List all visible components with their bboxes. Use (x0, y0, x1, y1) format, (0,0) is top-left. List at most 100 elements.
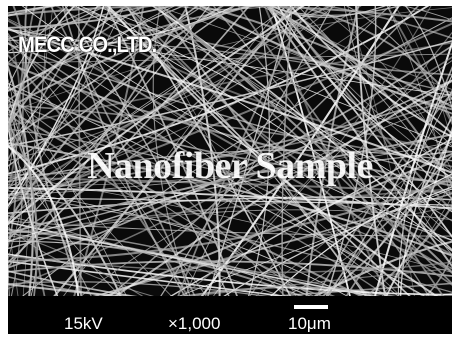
nanofiber-strand (8, 6, 176, 146)
nanofiber-strand (8, 121, 59, 296)
nanofiber-strand (213, 60, 452, 296)
nanofiber-strand (8, 6, 288, 189)
nanofiber-strand (8, 6, 109, 64)
nanofiber-strand (195, 6, 452, 108)
nanofiber-strand (277, 6, 452, 179)
nanofiber-strand (160, 6, 452, 275)
accelerating-voltage: 15kV (64, 314, 103, 333)
nanofiber-strand (8, 221, 376, 296)
nanofiber-strand (8, 42, 452, 269)
nanofiber-strand (355, 6, 387, 296)
nanofiber-strand (55, 6, 452, 153)
nanofiber-strand (114, 79, 452, 296)
nanofiber-strand (294, 6, 452, 101)
nanofiber-strand (198, 6, 452, 111)
nanofiber-strand (365, 204, 452, 296)
nanofiber-strand (8, 116, 17, 250)
nanofiber-strand (8, 151, 452, 243)
nanofiber-strand (178, 188, 452, 296)
nanofiber-strand (8, 193, 452, 293)
nanofiber-strand (289, 6, 452, 138)
nanofiber-strand (8, 281, 270, 296)
nanofiber-strand (385, 126, 452, 296)
nanofiber-strand (8, 6, 25, 133)
nanofiber-strand (212, 6, 430, 296)
nanofiber-strand (223, 186, 452, 296)
scale-bar (294, 305, 328, 309)
nanofiber-strand (8, 6, 255, 109)
nanofiber-strand (21, 6, 452, 241)
nanofiber-strand (8, 275, 452, 296)
nanofiber-strand (401, 6, 452, 21)
nanofiber-strand (8, 6, 156, 40)
nanofiber-strand (8, 7, 452, 114)
nanofiber-strand (8, 108, 364, 296)
nanofiber-strand (8, 6, 76, 130)
nanofiber-strand (49, 6, 196, 296)
nanofiber-strand (8, 6, 236, 167)
nanofiber-strand (8, 53, 452, 64)
nanofiber-strand (8, 186, 452, 210)
nanofiber-strand (8, 41, 286, 296)
nanofiber-strand (177, 6, 311, 296)
nanofiber-strand (8, 6, 362, 217)
nanofiber-strand (381, 195, 452, 296)
nanofiber-strand (8, 86, 452, 183)
nanofiber-strand (8, 28, 452, 174)
nanofiber-strand (8, 6, 103, 53)
nanofiber-strand (8, 6, 46, 261)
nanofiber-strand (8, 6, 46, 133)
nanofiber-strand (8, 6, 336, 162)
nanofiber-strand (8, 196, 452, 214)
nanofiber-strand (8, 56, 452, 290)
nanofiber-strand (281, 6, 293, 296)
nanofiber-strand (188, 268, 452, 296)
nanofiber-strand (267, 6, 402, 17)
nanofiber-strand (108, 6, 420, 296)
nanofiber-strand (8, 6, 260, 93)
info-bar: 15kV ×1,000 10μm (8, 296, 452, 334)
nanofiber-strand (8, 114, 22, 296)
brand-label: MECC CO.,LTD. (18, 32, 157, 57)
nanofiber-strand (8, 6, 99, 162)
nanofiber-strand (173, 6, 278, 10)
nanofiber-strand (8, 34, 21, 193)
nanofiber-strand (8, 100, 388, 296)
nanofiber-strand (8, 6, 69, 91)
sem-image: MECC CO.,LTD. Nanofiber Sample (8, 6, 452, 296)
nanofiber-strand (8, 141, 452, 196)
nanofiber-strand (79, 6, 452, 213)
nanofiber-strand (180, 6, 432, 296)
nanofiber-strand (264, 6, 452, 90)
nanofiber-strand (8, 133, 452, 235)
nanofiber-strand (8, 42, 452, 127)
nanofiber-strand (8, 6, 189, 269)
nanofiber-strand (8, 6, 452, 23)
nanofiber-strand (8, 43, 452, 179)
nanofiber-strand (151, 6, 452, 252)
nanofiber-strand (343, 6, 452, 256)
nanofiber-strand (8, 283, 132, 296)
nanofiber-strand (74, 6, 452, 252)
nanofiber-mesh (8, 6, 452, 296)
nanofiber-strand (8, 190, 348, 296)
nanofiber-strand (8, 240, 312, 296)
nanofiber-strand (345, 6, 452, 123)
nanofiber-strand (8, 62, 452, 187)
nanofiber-strand (237, 6, 445, 296)
nanofiber-strand (8, 6, 105, 208)
nanofiber-strand (271, 6, 387, 18)
nanofiber-strand (8, 177, 452, 263)
nanofiber-strand (8, 197, 452, 206)
nanofiber-strand (8, 6, 392, 197)
nanofiber-strand (8, 6, 251, 264)
nanofiber-strand (8, 210, 19, 296)
nanofiber-strand (106, 6, 439, 296)
nanofiber-strand (8, 254, 10, 296)
nanofiber-strand (8, 32, 207, 296)
sem-micrograph-frame: MECC CO.,LTD. Nanofiber Sample 15kV ×1,0… (8, 6, 452, 334)
nanofiber-strand (404, 6, 452, 110)
scale-label: 10μm (288, 314, 331, 333)
watermark-text: Nanofiber Sample (87, 145, 373, 187)
nanofiber-strand (78, 6, 82, 296)
